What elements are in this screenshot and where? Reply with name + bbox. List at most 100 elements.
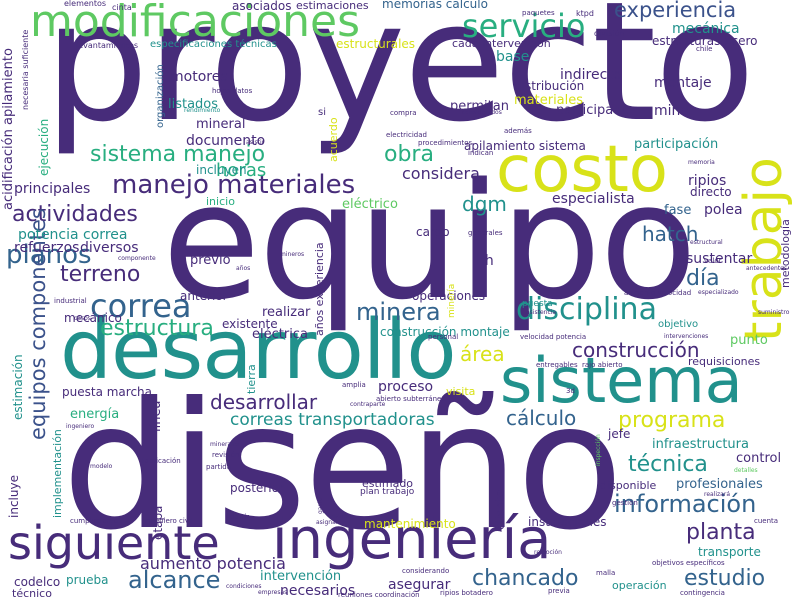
word-malla: malla xyxy=(596,569,616,577)
word-estructuras-acero: estructuras acero xyxy=(652,34,758,48)
word-servicio: servicio xyxy=(462,7,586,45)
word-tierra: tierra xyxy=(245,364,258,394)
word-hh: hh xyxy=(476,253,494,269)
word-terreno: terreno xyxy=(60,262,141,287)
word-ingeniero-civil: ingeniero civil xyxy=(144,517,193,525)
word-electrica: eléctrica xyxy=(252,327,308,342)
word-rajo-abierto: rajo abierto xyxy=(582,361,623,369)
word-area: área xyxy=(460,342,505,366)
word-dgm: dgm xyxy=(462,192,507,216)
word-correas-transportadoras: correas transportadoras xyxy=(230,410,435,430)
word-participacion: participación xyxy=(634,137,719,152)
word-anos-experiencia: años experiencia xyxy=(313,242,326,336)
word-punto: punto xyxy=(730,333,768,348)
word-ingenieria: ingeniería xyxy=(272,507,552,572)
word-cliente: cliente xyxy=(493,489,507,530)
word-minerales: minerales xyxy=(210,441,240,448)
word-linea: línea xyxy=(149,400,164,432)
word-necesarios: necesarios xyxy=(280,583,356,599)
word-industrial: industrial xyxy=(54,297,87,305)
word-considera: considera xyxy=(402,164,480,183)
word-experiencia: experiencia xyxy=(614,0,737,22)
word-asegurar: asegurar xyxy=(388,577,451,593)
word-hojas-datos: hojas datos xyxy=(212,87,253,95)
word-incluyen: incluyen xyxy=(196,163,247,177)
word-asociados: asociados xyxy=(232,0,292,13)
word-inspeccion: inspección xyxy=(595,434,602,466)
word-acidificacion-apilamiento: acidificación apilamiento xyxy=(1,48,16,210)
word-si: si xyxy=(318,107,326,118)
word-existente: existente xyxy=(222,317,278,331)
word-actividades: actividades xyxy=(12,202,138,227)
word-posterior: posterior xyxy=(230,481,284,495)
word-elementos: elementos xyxy=(64,0,107,8)
word-empresas: empresas xyxy=(258,589,288,596)
word-alcance: alcance xyxy=(128,566,221,594)
word-cargo: cargo xyxy=(416,225,450,239)
word-diversos: diversos xyxy=(80,240,139,256)
word-anterior: anterior xyxy=(180,289,228,303)
word-organizacion: organización xyxy=(155,64,166,128)
word-manera: manera xyxy=(330,513,354,520)
word-asistir: asistir xyxy=(246,139,265,146)
word-previo: previo xyxy=(190,253,231,268)
word-base: base xyxy=(496,49,530,65)
word-especificaciones-tecnicas: especificaciones técnicas xyxy=(150,39,277,50)
word-levantamientos: levantamientos xyxy=(76,41,139,50)
word-previa: previa xyxy=(548,587,570,595)
word-plan-trabajo: plan trabajo xyxy=(360,487,415,497)
word-mineria: minería xyxy=(447,283,457,318)
word-sustentar: sustentar xyxy=(686,251,753,267)
word-apilamiento-sistema: apilamiento sistema xyxy=(464,139,586,153)
word-chancado: chancado xyxy=(472,566,579,591)
word-estimacion: estimación xyxy=(11,354,25,420)
word-listados: listados xyxy=(168,97,219,112)
word-materiales: materiales xyxy=(514,93,584,108)
word-necesaria-suficiente: necesaria suficiente xyxy=(21,29,30,110)
word-antecedentes: antecedentes xyxy=(746,265,787,272)
word-indican: indican xyxy=(468,149,494,157)
word-especializado: especializado xyxy=(698,289,739,296)
word-dia: día xyxy=(686,266,720,291)
word-fase: fase xyxy=(664,203,692,218)
word-estructura: estructura xyxy=(100,316,214,341)
word-operaciones: operaciones xyxy=(412,289,486,303)
word-intervencion: intervención xyxy=(260,569,342,584)
word-procedimientos: procedimientos xyxy=(418,139,473,147)
word-puesta-marcha: puesta marcha xyxy=(62,385,152,399)
word-control: control xyxy=(736,451,782,466)
word-operacion: operación xyxy=(612,579,667,592)
word-potencia-correa: potencia correa xyxy=(18,227,128,243)
word-proyecto: proyecto xyxy=(44,0,755,158)
word-sistema-big: sistema xyxy=(500,344,743,417)
word-metodologia: metodología xyxy=(779,219,792,288)
word-mantenimiento: mantenimiento xyxy=(364,517,456,531)
word-documento: documento xyxy=(186,133,266,149)
word-puesta: puesta xyxy=(522,299,553,309)
word-suministro: suministro xyxy=(758,309,790,316)
word-ktpd: ktpd xyxy=(576,9,594,18)
word-abierto-subterranea: abierto subterránea xyxy=(376,395,446,403)
word-cinta: cinta xyxy=(112,3,132,12)
word-sistema-manejo: sistema manejo xyxy=(90,142,266,167)
word-personal: personal xyxy=(428,333,459,341)
word-estimaciones: estimaciones xyxy=(296,0,369,12)
word-mineral: mineral xyxy=(196,117,246,132)
word-paquetes: paquetes xyxy=(522,9,555,17)
word-estudio: estudio xyxy=(684,566,766,591)
word-tecnico: técnico xyxy=(12,587,52,600)
word-desarrollo: desarrollo xyxy=(60,303,457,398)
word-principales: principales xyxy=(14,181,91,197)
word-aumento-potencia: aumento potencia xyxy=(140,554,286,573)
word-considerando: considerando xyxy=(402,567,450,575)
word-partida: partida xyxy=(206,463,232,471)
word-gasto: gasto xyxy=(317,497,324,514)
word-ejecucion: ejecución xyxy=(37,118,51,176)
word-inicio: inicio xyxy=(206,195,235,208)
word-compra: compra xyxy=(390,109,417,117)
word-instalaciones: instalaciones xyxy=(528,515,607,529)
word-desarrollar: desarrollar xyxy=(210,390,318,414)
word-3d: 3d xyxy=(566,387,575,395)
word-ingeniero: ingeniero xyxy=(66,423,95,430)
word-fabricacion: fabricación xyxy=(142,457,181,465)
